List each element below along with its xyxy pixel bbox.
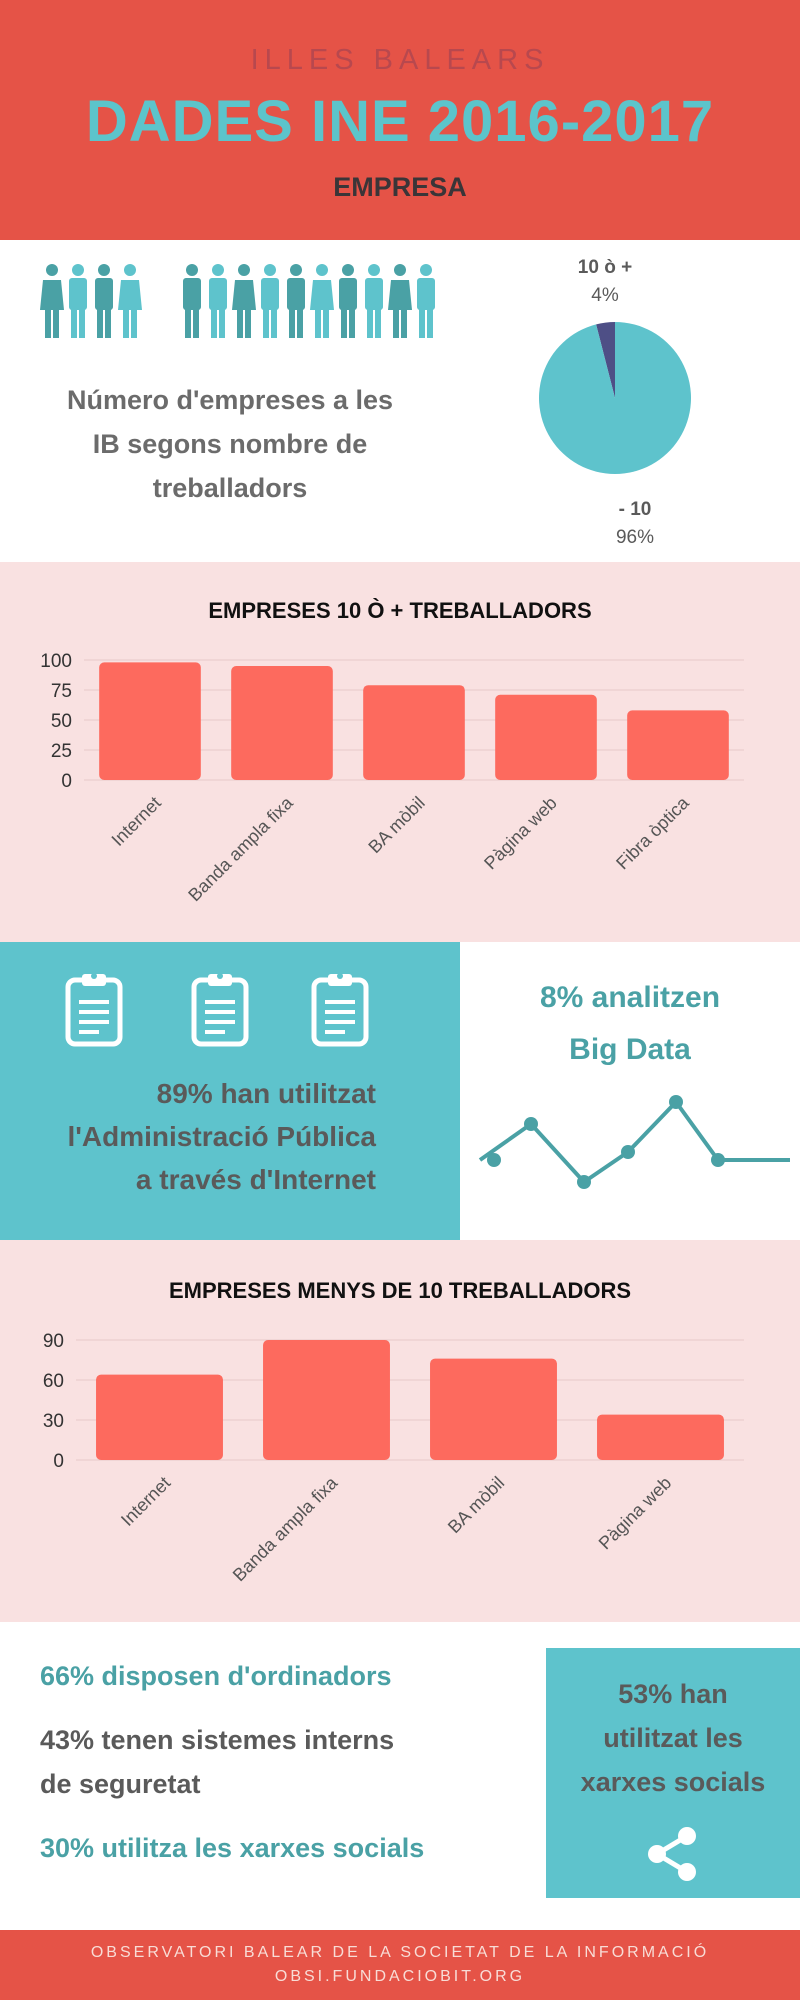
chart-panel-large-companies: EMPRESES 10 Ò + TREBALLADORS 0 25 50 75 100 I… [0, 562, 800, 942]
person-icon [287, 264, 305, 338]
social-line: 53% han [618, 1679, 728, 1709]
bar [627, 710, 729, 780]
bar [99, 662, 201, 780]
pie-slice [596, 322, 615, 398]
x-tick-label: Internet [117, 1473, 174, 1530]
pie-slice-label: - 10 [618, 499, 652, 520]
pie-slice [539, 322, 691, 474]
y-tick-label: 60 [43, 1371, 64, 1392]
bar [263, 1340, 390, 1460]
person-icon [209, 264, 227, 338]
bar-chart-small-companies: 0 30 60 90 Internet Banda ampla fixa BA mòbil P… [43, 1331, 744, 1585]
y-tick-label: 25 [51, 741, 72, 762]
clipboard-icon [65, 973, 123, 1047]
x-tick-label: BA mòbil [444, 1473, 508, 1537]
person-icon [232, 264, 256, 338]
person-icon [69, 264, 87, 338]
person-icon [261, 264, 279, 338]
big-data-text: 8% analitzen Big Data [460, 972, 800, 1076]
bar [96, 1374, 223, 1460]
admin-line: a través d'Internet [135, 1164, 376, 1195]
region-label: ILLES BALEARS [250, 44, 550, 76]
page-title: DADES INE 2016-2017 [85, 89, 715, 154]
y-tick-label: 100 [40, 651, 72, 672]
chart-title: EMPRESES 10 Ò + TREBALLADORS [208, 598, 592, 623]
y-tick-label: 0 [61, 771, 72, 792]
bar [430, 1358, 557, 1460]
y-tick-label: 75 [51, 681, 72, 702]
bar [597, 1414, 724, 1460]
line-graph-icon [478, 1095, 790, 1189]
x-tick-label: Banda ampla fixa [229, 1472, 342, 1585]
person-icon [40, 264, 64, 338]
footer-website-link[interactable]: OBSI.FUNDACIOBIT.ORG [274, 1968, 526, 1985]
person-icon [183, 264, 201, 338]
admin-line: l'Administració Pública [67, 1121, 376, 1152]
x-tick-label: Pàgina web [595, 1473, 676, 1554]
social-line: xarxes socials [580, 1767, 766, 1797]
big-data-line: 8% analitzen [539, 981, 721, 1014]
person-icon [417, 264, 435, 338]
footer: OBSERVATORI BALEAR DE LA SOCIETAT DE LA … [0, 1930, 800, 2000]
x-tick-label: Pàgina web [480, 793, 561, 874]
person-icon [118, 264, 142, 338]
stat-computers: 66% disposen d'ordinadors [40, 1661, 392, 1691]
pie-slice-label: 10 ò + [577, 257, 633, 278]
company-size-pie-chart [539, 322, 691, 474]
bar [495, 694, 597, 780]
y-tick-label: 90 [43, 1331, 64, 1352]
share-icon [648, 1827, 696, 1881]
people-icon [40, 264, 435, 338]
x-tick-label: BA mòbil [364, 793, 428, 857]
person-icon [339, 264, 357, 338]
pie-label-large: 10 ò + 4% [555, 254, 655, 310]
clipboard-icons [65, 973, 369, 1047]
company-size-description: Número d'empreses a les IB segons nombre… [30, 378, 430, 510]
admin-text: 89% han utilitzat l'Administració Públic… [0, 1072, 376, 1201]
person-icon [388, 264, 412, 338]
social-networks-box: 53% han utilitzat les xarxes socials [546, 1648, 800, 1898]
y-tick-label: 0 [53, 1451, 64, 1472]
clipboard-icon [191, 973, 249, 1047]
footer-organization: OBSERVATORI BALEAR DE LA SOCIETAT DE LA … [90, 1944, 710, 1961]
y-tick-label: 30 [43, 1411, 64, 1432]
stat-social: 30% utilitza les xarxes socials [40, 1833, 425, 1863]
description-line: IB segons nombre de [92, 429, 368, 459]
stat-line: 43% tenen sistemes interns [40, 1725, 395, 1755]
chart-title: EMPRESES MENYS DE 10 TREBALLADORS [168, 1278, 632, 1303]
person-icon [365, 264, 383, 338]
bar-chart-large-companies: 0 25 50 75 100 Internet Banda ampla fixa BA mòb… [40, 651, 744, 905]
header-banner: ILLES BALEARS DADES INE 2016-2017 EMPRES… [0, 0, 800, 240]
person-icon [310, 264, 334, 338]
chart-panel-small-companies: EMPRESES MENYS DE 10 TREBALLADORS 0 30 60 9… [0, 1240, 800, 1622]
admin-line: 89% han utilitzat [156, 1078, 376, 1109]
big-data-line: Big Data [569, 1033, 691, 1066]
pie-slice-percent: 4% [591, 285, 619, 306]
description-line: Número d'empreses a les [66, 385, 394, 415]
admin-block: 89% han utilitzat l'Administració Públic… [0, 942, 460, 1240]
x-tick-label: Internet [108, 793, 165, 850]
page-subtitle: EMPRESA [333, 172, 467, 202]
bar [363, 685, 465, 780]
x-tick-label: Fibra òptica [612, 792, 693, 873]
clipboard-icon [311, 973, 369, 1047]
pie-label-small: - 10 96% [585, 496, 685, 552]
person-icon [95, 264, 113, 338]
stat-security: 43% tenen sistemes interns de seguretat [40, 1718, 540, 1806]
y-tick-label: 50 [51, 711, 72, 732]
social-text: 53% han utilitzat les xarxes socials [546, 1672, 800, 1804]
description-line: treballadors [152, 473, 308, 503]
pie-slice-percent: 96% [615, 527, 655, 548]
social-line: utilitzat les [603, 1723, 743, 1753]
stat-line: de seguretat [40, 1769, 201, 1799]
bar [231, 666, 333, 780]
x-tick-label: Banda ampla fixa [184, 792, 297, 905]
